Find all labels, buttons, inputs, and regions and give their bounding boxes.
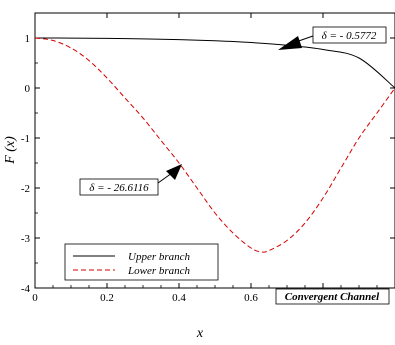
y-tick-label: 1 [25, 33, 31, 45]
legend-box [64, 243, 219, 281]
y-axis-label: F (x) [3, 136, 18, 165]
legend: Upper branch Lower branch [64, 243, 219, 281]
annotation-upper-box [312, 26, 387, 44]
channel-label-text: Convergent Channel [285, 291, 380, 303]
y-tick-label: -2 [21, 183, 30, 195]
x-tick-label: 0 [32, 292, 38, 304]
legend-label-upper: Upper branch [128, 251, 191, 263]
annotation-upper: δ = - 0.5772 [278, 26, 387, 50]
x-tick-label: 0.2 [100, 292, 114, 304]
x-tick-label: 0.6 [244, 292, 258, 304]
series-line-upper-branch [34, 37, 395, 89]
y-tick-label: -1 [21, 133, 30, 145]
channel-label-box [275, 288, 390, 305]
x-tick-label: 0.4 [172, 292, 186, 304]
series-line-lower-branch [34, 37, 395, 253]
y-tick-label: -4 [21, 283, 31, 295]
y-tick-label: 0 [25, 83, 31, 95]
annotation-lower-box [79, 178, 159, 196]
annotation-lower-text: δ = - 26.6116 [89, 182, 149, 194]
annotation-upper-text: δ = - 0.5772 [322, 30, 377, 42]
x-axis-label: x [196, 326, 204, 341]
legend-label-lower: Lower branch [127, 265, 191, 277]
annotation-lower-arrowhead [166, 164, 182, 180]
annotation-upper-arrowhead [278, 36, 302, 50]
y-tick-label: -3 [21, 233, 31, 245]
annotation-lower: δ = - 26.6116 [79, 164, 182, 196]
series-layer [34, 37, 395, 253]
channel-label: Convergent Channel [275, 288, 390, 305]
